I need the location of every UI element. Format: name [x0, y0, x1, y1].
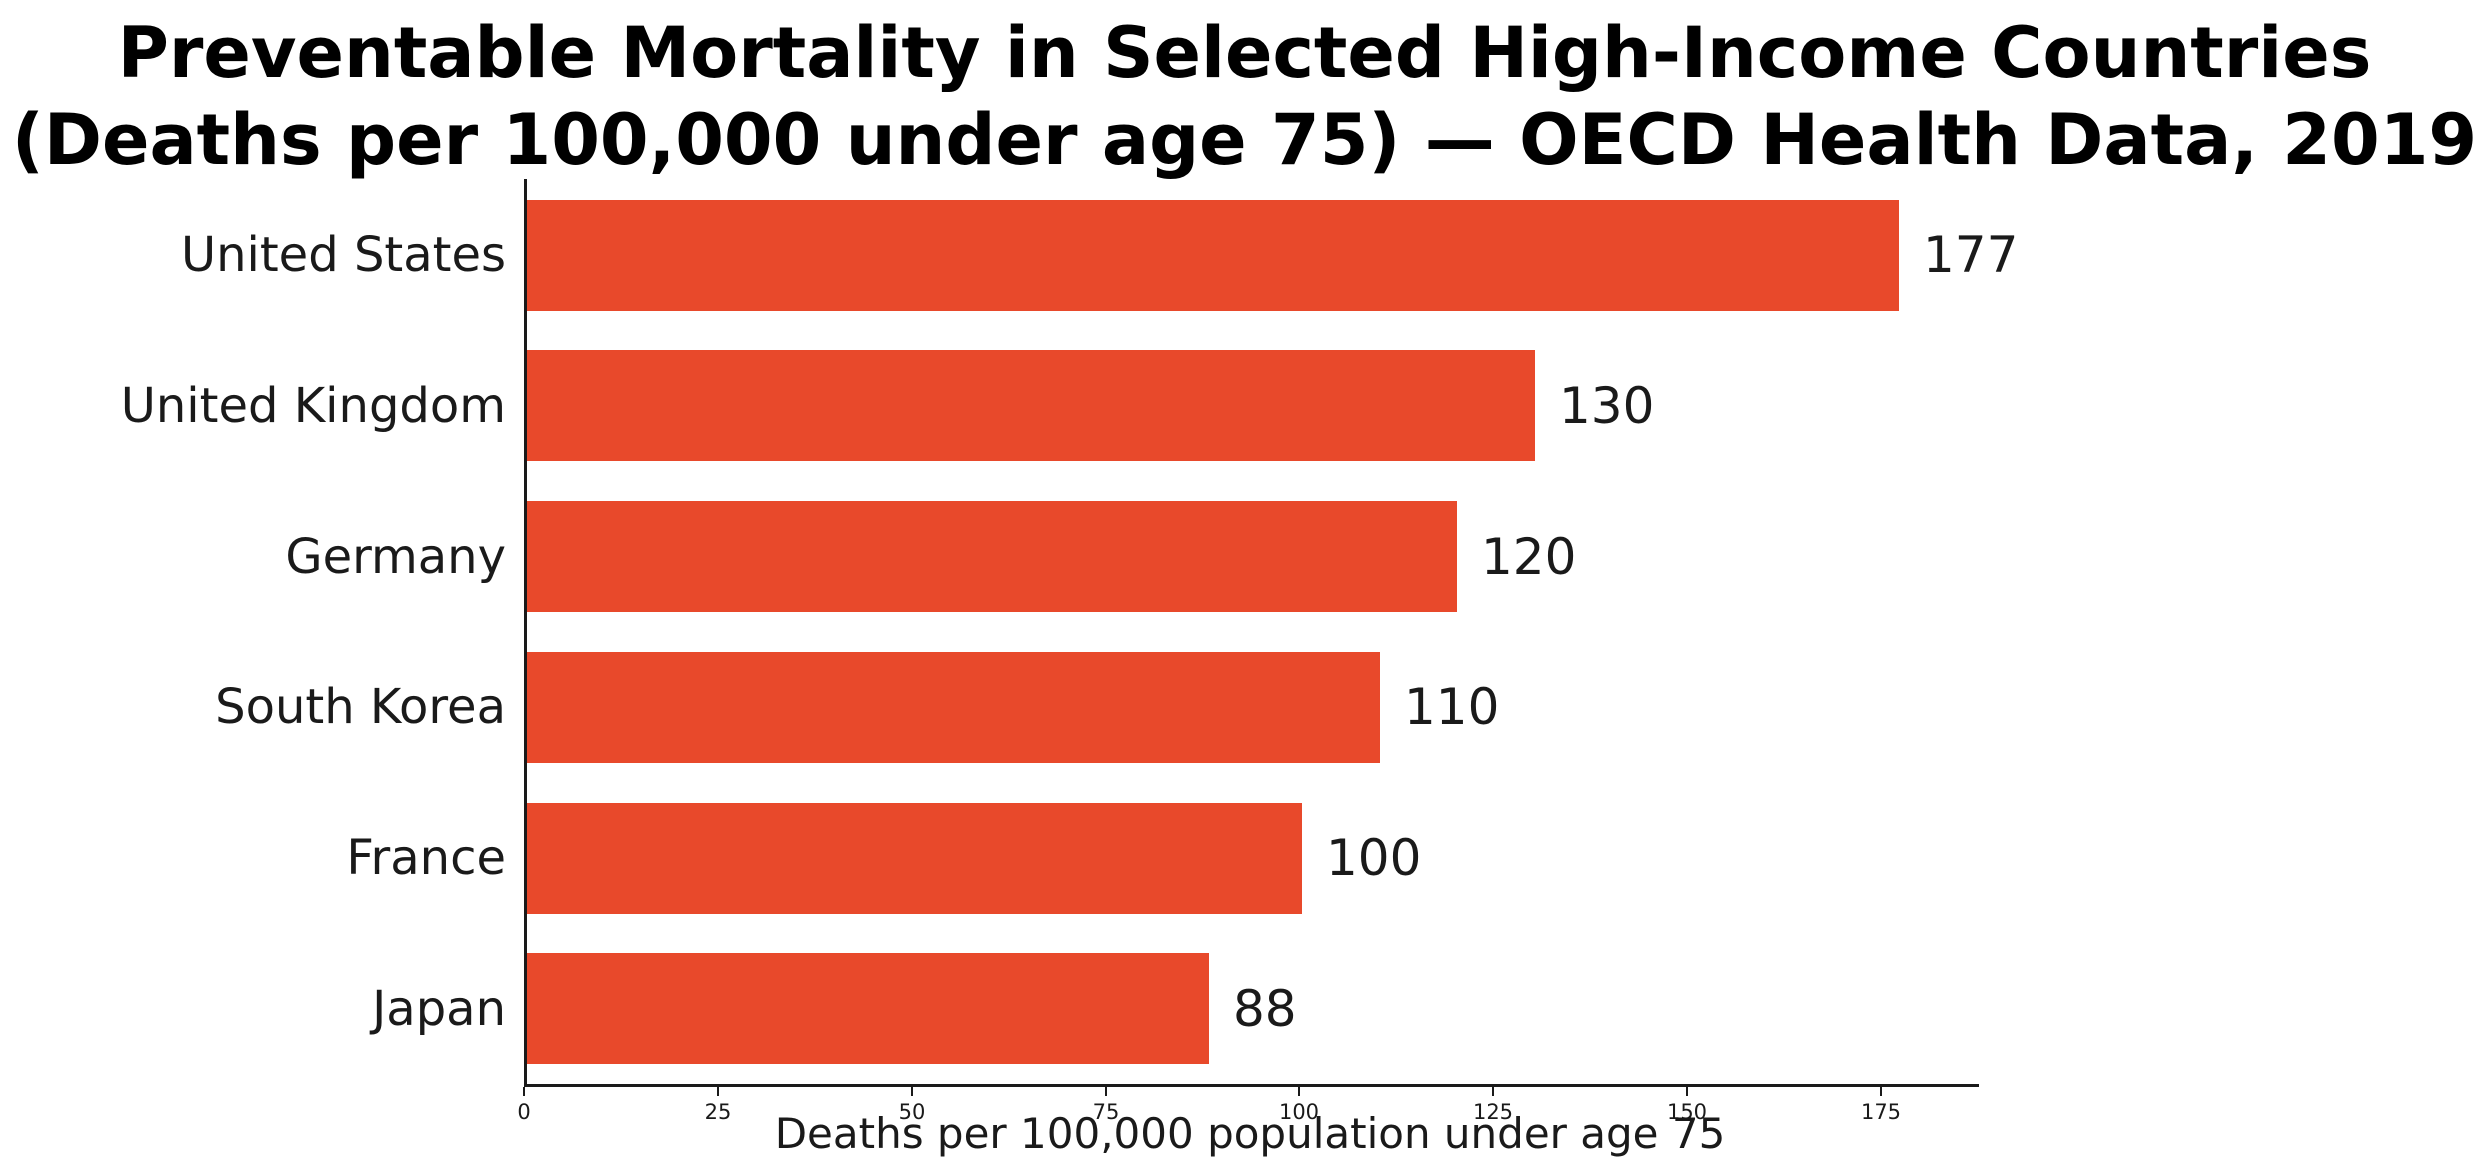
x-axis-title: Deaths per 100,000 population under age …	[774, 1109, 1726, 1158]
category-label: Japan	[372, 981, 506, 1037]
category-label: United Kingdom	[120, 378, 506, 434]
chart-title-line-1: Preventable Mortality in Selected High-I…	[117, 12, 2372, 94]
x-axis-line	[524, 1084, 1979, 1087]
x-tick-label: 175	[1860, 1100, 1902, 1124]
value-label: 177	[1923, 226, 2019, 284]
x-tick-mark	[911, 1087, 913, 1096]
x-tick-label: 75	[1092, 1100, 1120, 1124]
value-label: 100	[1326, 829, 1422, 887]
bar	[527, 350, 1535, 461]
category-label: France	[346, 830, 506, 886]
value-label: 110	[1404, 678, 1500, 736]
chart-title-line-2: (Deaths per 100,000 under age 75) — OECD…	[11, 98, 2478, 181]
category-label: Germany	[285, 529, 506, 585]
x-tick-mark	[1686, 1087, 1688, 1096]
y-axis-line	[524, 179, 527, 1087]
x-tick-label: 0	[517, 1100, 531, 1124]
bar	[527, 803, 1302, 914]
chart-title: Preventable Mortality in Selected High-I…	[0, 10, 2489, 184]
x-tick-label: 50	[898, 1100, 926, 1124]
x-tick-mark	[717, 1087, 719, 1096]
bar	[527, 953, 1209, 1064]
x-tick-mark	[523, 1087, 525, 1096]
x-tick-label: 25	[704, 1100, 732, 1124]
bar	[527, 501, 1457, 612]
x-tick-label: 100	[1278, 1100, 1320, 1124]
x-tick-mark	[1105, 1087, 1107, 1096]
x-tick-mark	[1492, 1087, 1494, 1096]
bar	[527, 652, 1380, 763]
x-tick-label: 150	[1666, 1100, 1708, 1124]
category-label: United States	[180, 227, 506, 283]
value-label: 88	[1233, 980, 1297, 1038]
category-label: South Korea	[215, 679, 506, 735]
x-tick-mark	[1880, 1087, 1882, 1096]
value-label: 120	[1481, 528, 1577, 586]
x-tick-label: 125	[1472, 1100, 1514, 1124]
x-tick-mark	[1298, 1087, 1300, 1096]
bar	[527, 200, 1899, 311]
value-label: 130	[1559, 377, 1655, 435]
